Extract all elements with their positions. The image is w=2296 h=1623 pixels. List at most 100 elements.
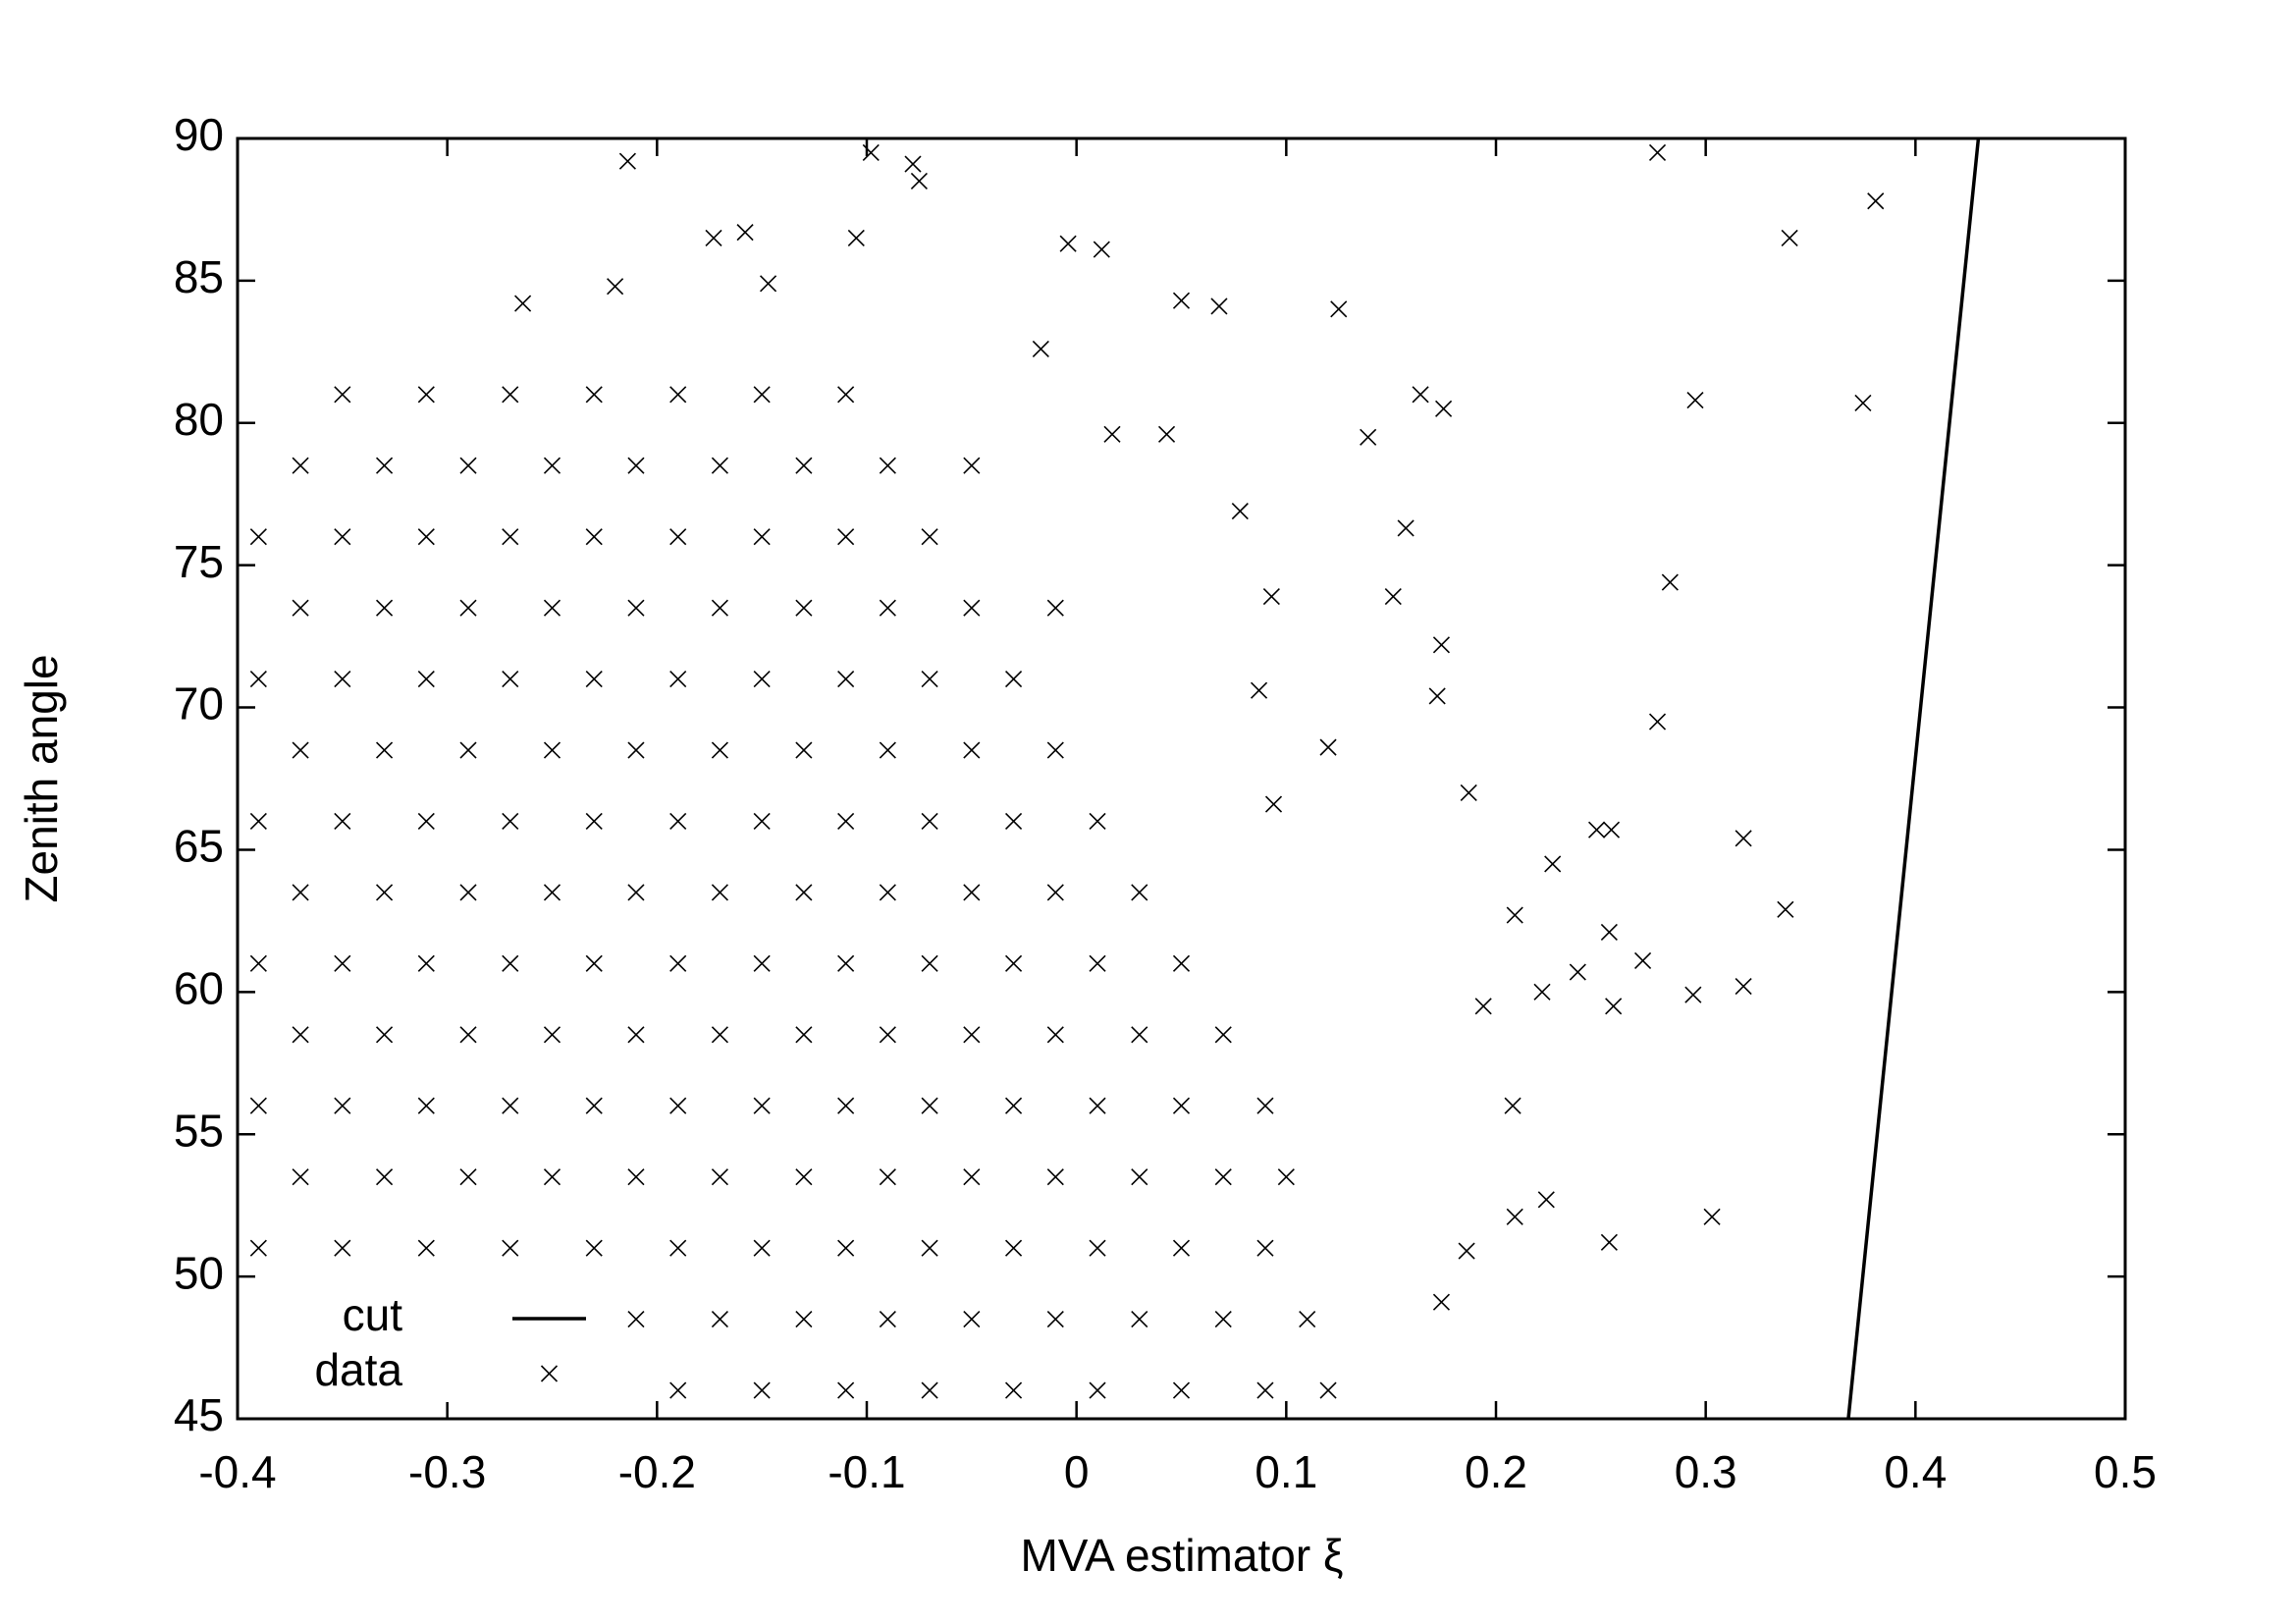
data-point [753, 812, 771, 831]
data-point [1214, 1026, 1232, 1044]
data-point [1648, 143, 1667, 162]
y-tick-label: 55 [174, 1105, 224, 1156]
data-point [627, 741, 645, 759]
data-point [1093, 241, 1110, 258]
cut-line [1846, 138, 1981, 1419]
data-point [543, 741, 561, 759]
data-point [502, 1239, 519, 1257]
data-point [669, 1097, 687, 1114]
y-tick-label: 80 [174, 394, 224, 445]
data-point [1172, 1239, 1191, 1257]
data-point [711, 884, 728, 901]
data-point [1214, 1168, 1232, 1186]
data-point [711, 1026, 728, 1044]
data-point [753, 528, 771, 546]
data-point [879, 741, 896, 759]
data-point [711, 599, 728, 617]
data-point [879, 884, 896, 901]
data-point [1605, 998, 1623, 1015]
data-point [502, 528, 519, 546]
data-point [1032, 340, 1049, 358]
data-point [1172, 1381, 1191, 1399]
data-point [1256, 1239, 1274, 1257]
data-point [1506, 1208, 1523, 1225]
data-point [753, 1239, 771, 1257]
data-point [1460, 784, 1477, 802]
data-point [1046, 1168, 1064, 1186]
data-point [1131, 884, 1148, 901]
data-point [1602, 821, 1621, 839]
x-tick-label: 0 [1064, 1446, 1090, 1497]
plot-frame [236, 136, 2127, 1421]
data-point [1686, 392, 1704, 409]
data-point [1046, 1311, 1064, 1328]
data-point [963, 1168, 981, 1186]
data-point [837, 954, 855, 972]
data-point [543, 1026, 561, 1044]
data-point [837, 386, 855, 404]
data-point [1005, 671, 1023, 688]
data-point [292, 599, 309, 617]
data-point [1384, 587, 1402, 606]
data-point [711, 741, 728, 759]
data-point [837, 671, 855, 688]
data-point [795, 1026, 813, 1044]
data-point [249, 812, 267, 831]
data-point [585, 671, 603, 688]
data-point [417, 954, 435, 972]
data-point [1458, 1242, 1475, 1260]
data-point [607, 278, 624, 296]
data-point [1264, 795, 1283, 813]
data-point [1504, 1097, 1522, 1114]
data-point [1131, 1168, 1148, 1186]
data-point [1089, 1239, 1106, 1257]
data-point [963, 1311, 981, 1328]
data-point [837, 1239, 855, 1257]
data-point [963, 457, 981, 474]
data-point [1537, 1191, 1555, 1209]
data-point [1250, 681, 1268, 699]
data-point [376, 599, 394, 617]
data-point [753, 671, 771, 688]
data-point [417, 1097, 435, 1114]
data-point [837, 812, 855, 831]
data-point [1506, 906, 1523, 924]
data-point [1703, 1208, 1721, 1225]
data-point [459, 457, 477, 474]
data-point [459, 741, 477, 759]
data-point [543, 457, 561, 474]
data-point [963, 884, 981, 901]
data-point [711, 1168, 728, 1186]
data-point [1867, 192, 1885, 210]
data-point [585, 1097, 603, 1114]
data-point [292, 1168, 309, 1186]
data-point [459, 1168, 477, 1186]
data-point [543, 884, 561, 901]
data-point [1046, 884, 1064, 901]
data-point [1059, 235, 1077, 252]
data-point [795, 741, 813, 759]
data-point [618, 152, 636, 170]
data-point [705, 229, 722, 246]
data-point [376, 457, 394, 474]
data-point [1210, 298, 1228, 315]
data-point [921, 1239, 938, 1257]
x-tick-label: -0.3 [408, 1446, 486, 1497]
y-tick-label: 45 [174, 1389, 224, 1440]
y-tick-label: 90 [174, 109, 224, 160]
legend-label: cut [343, 1289, 403, 1340]
x-tick-label: -0.1 [828, 1446, 905, 1497]
data-point [847, 229, 865, 246]
data-point [1634, 951, 1652, 970]
data-point [1781, 229, 1798, 246]
x-tick-label: 0.2 [1465, 1446, 1527, 1497]
data-point [1648, 713, 1667, 730]
data-point [334, 1097, 351, 1114]
data-point [1046, 1026, 1064, 1044]
x-tick-label: -0.2 [618, 1446, 696, 1497]
data-point [376, 1026, 394, 1044]
data-point [459, 884, 477, 901]
y-tick-label: 60 [174, 962, 224, 1013]
data-point [376, 1168, 394, 1186]
